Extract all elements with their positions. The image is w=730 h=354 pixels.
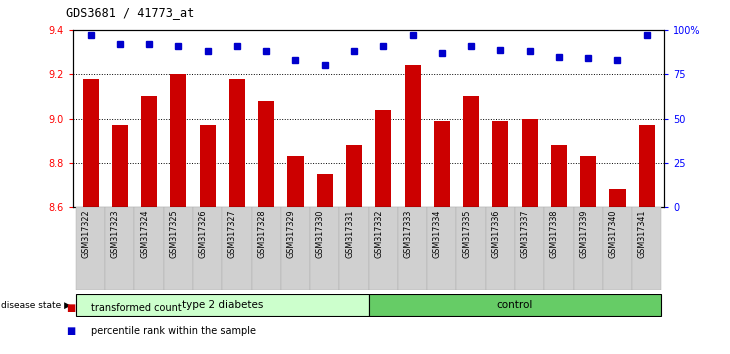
Text: disease state ▶: disease state ▶ [1,301,71,310]
Bar [515,207,545,290]
Bar [574,207,603,290]
Text: GSM317336: GSM317336 [491,210,500,258]
Text: GSM317322: GSM317322 [82,210,91,258]
Text: GDS3681 / 41773_at: GDS3681 / 41773_at [66,6,194,19]
Bar [522,119,538,207]
Text: GSM317329: GSM317329 [286,210,296,258]
Bar [76,207,105,290]
Text: GSM317327: GSM317327 [228,210,237,258]
Bar [170,74,186,207]
Bar [317,174,333,207]
Bar [398,207,427,290]
Bar [223,207,252,290]
Bar [141,97,157,207]
Bar [427,207,456,290]
Text: transformed count: transformed count [91,303,182,313]
Bar [545,207,574,290]
Text: GSM317326: GSM317326 [199,210,207,258]
Bar [258,101,274,207]
Bar [632,207,661,290]
Text: ■: ■ [66,326,75,336]
Text: GSM317330: GSM317330 [316,210,325,258]
Bar [193,207,223,290]
Bar [551,145,567,207]
Bar [603,207,632,290]
Bar [492,121,508,207]
Bar [375,110,391,207]
Bar [580,156,596,207]
Bar [485,207,515,290]
Text: GSM317340: GSM317340 [609,210,618,258]
Bar [434,121,450,207]
Text: percentile rank within the sample: percentile rank within the sample [91,326,256,336]
Text: control: control [497,300,533,310]
Bar [199,125,215,207]
Text: GSM317323: GSM317323 [111,210,120,258]
Text: GSM317324: GSM317324 [140,210,149,258]
Bar [164,207,193,290]
Text: GSM317333: GSM317333 [404,210,412,258]
Bar [134,207,164,290]
Text: GSM317332: GSM317332 [374,210,383,258]
Bar [105,207,134,290]
Text: GSM317337: GSM317337 [520,210,530,258]
Text: GSM317341: GSM317341 [638,210,647,258]
Bar [82,79,99,207]
Text: ■: ■ [66,303,75,313]
Bar [610,189,626,207]
Bar [346,145,362,207]
Bar [76,294,369,316]
Bar [229,79,245,207]
Bar [310,207,339,290]
Text: GSM317331: GSM317331 [345,210,354,258]
Text: GSM317335: GSM317335 [462,210,471,258]
Bar [369,207,398,290]
Text: GSM317338: GSM317338 [550,210,559,258]
Bar [252,207,281,290]
Bar [288,156,304,207]
Bar [639,125,655,207]
Text: GSM317325: GSM317325 [169,210,178,258]
Bar [463,97,479,207]
Bar [456,207,485,290]
Bar [369,294,661,316]
Text: type 2 diabetes: type 2 diabetes [182,300,263,310]
Bar [404,65,420,207]
Bar [281,207,310,290]
Bar [112,125,128,207]
Bar [339,207,369,290]
Text: GSM317328: GSM317328 [257,210,266,258]
Text: GSM317339: GSM317339 [579,210,588,258]
Text: GSM317334: GSM317334 [433,210,442,258]
